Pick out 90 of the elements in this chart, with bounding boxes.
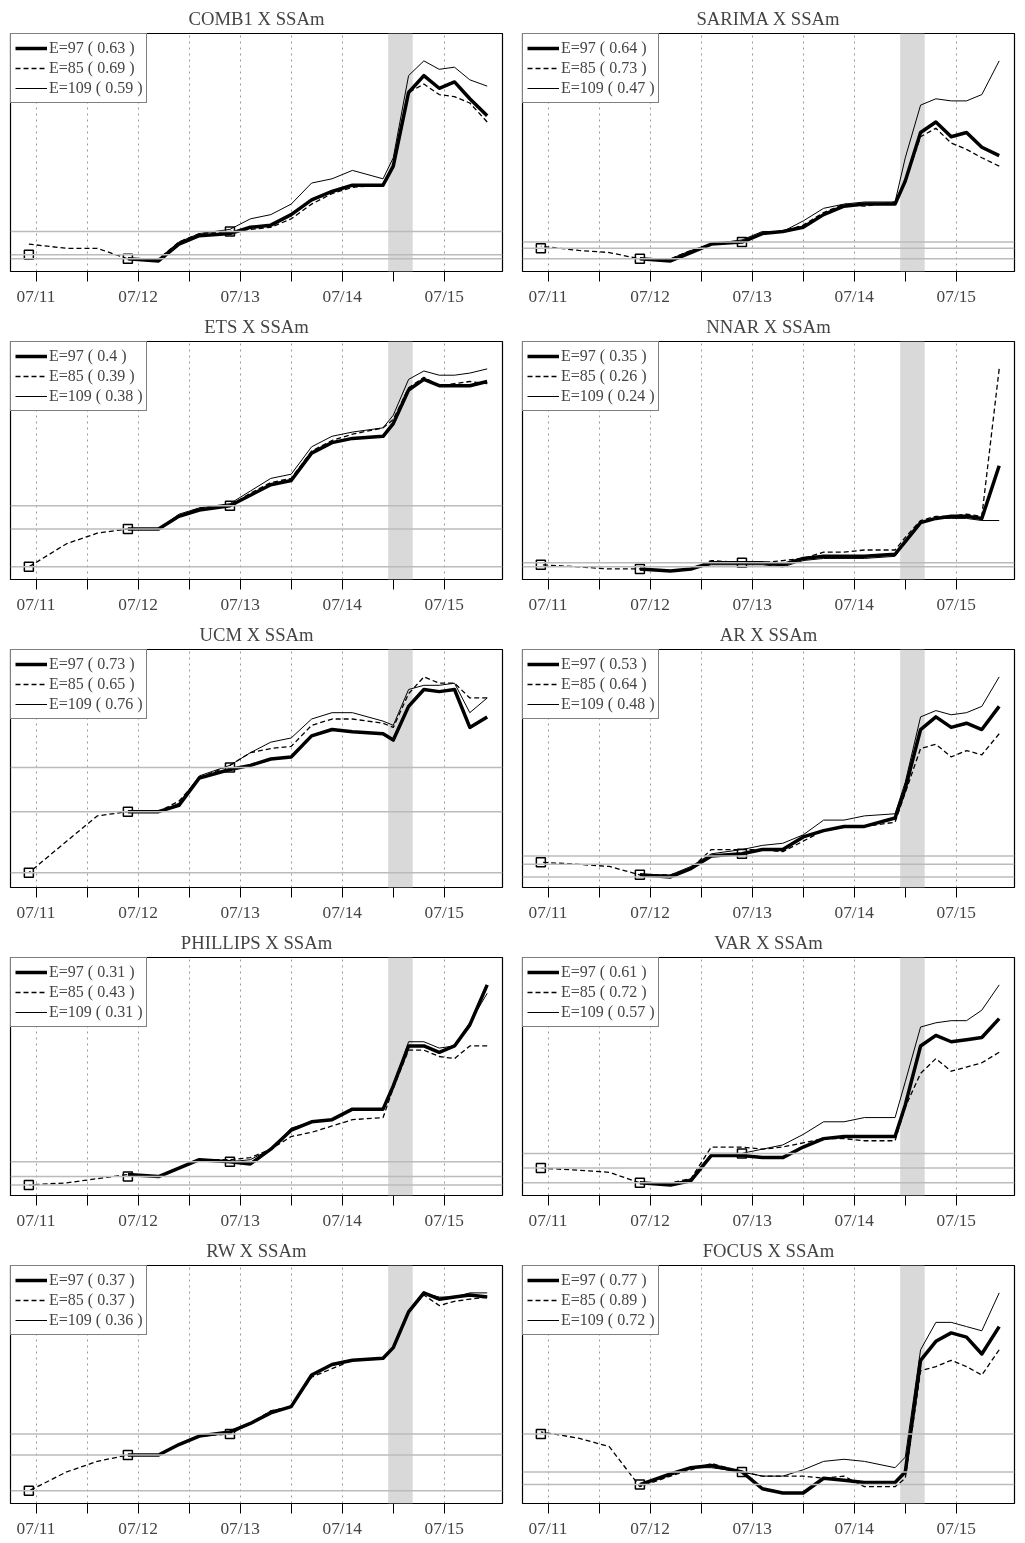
legend-label: E=109 ( 0.48 ) (561, 695, 655, 713)
x-tick-label: 07/14 (322, 286, 363, 306)
x-tick-label: 07/13 (220, 1518, 260, 1538)
x-tick-label: 07/14 (322, 594, 363, 614)
legend-label: E=109 ( 0.72 ) (561, 1311, 655, 1329)
chart-title: PHILLIPS X SSAm (180, 931, 333, 953)
x-tick-label: 07/11 (528, 902, 568, 922)
legend-label: E=97 ( 0.31 ) (49, 963, 135, 981)
x-tick-label: 07/11 (16, 1210, 56, 1230)
chart-title: UCM X SSAm (199, 623, 315, 645)
legend-label: E=109 ( 0.57 ) (561, 1003, 655, 1021)
x-tick-label: 07/13 (732, 594, 772, 614)
x-tick-label: 07/11 (16, 594, 56, 614)
legend-label: E=85 ( 0.37 ) (49, 1291, 135, 1309)
legend-label: E=85 ( 0.64 ) (561, 675, 647, 693)
x-tick-label: 07/12 (630, 902, 670, 922)
x-tick-label: 07/14 (322, 1210, 363, 1230)
chart-title: RW X SSAm (206, 1239, 307, 1261)
x-tick-label: 07/12 (630, 594, 670, 614)
chart-title: NNAR X SSAm (706, 315, 832, 337)
legend-label: E=85 ( 0.43 ) (49, 983, 135, 1001)
legend-label: E=85 ( 0.26 ) (561, 367, 647, 385)
x-tick-label: 07/14 (322, 1518, 363, 1538)
x-tick-label: 07/14 (834, 594, 875, 614)
x-tick-label: 07/12 (630, 286, 670, 306)
legend-label: E=97 ( 0.4 ) (49, 347, 127, 365)
chart-title: SARIMA X SSAm (696, 7, 841, 29)
x-tick-label: 07/14 (322, 902, 363, 922)
legend-label: E=85 ( 0.65 ) (49, 675, 135, 693)
x-tick-label: 07/11 (528, 1210, 568, 1230)
x-tick-label: 07/15 (936, 594, 977, 614)
x-tick-label: 07/13 (220, 1210, 260, 1230)
legend-label: E=109 ( 0.76 ) (49, 695, 143, 713)
x-tick-label: 07/12 (118, 286, 158, 306)
x-tick-label: 07/13 (220, 594, 260, 614)
x-tick-label: 07/13 (732, 1518, 772, 1538)
x-tick-label: 07/12 (118, 1518, 158, 1538)
legend-label: E=97 ( 0.53 ) (561, 655, 647, 673)
x-tick-label: 07/12 (630, 1210, 670, 1230)
x-tick-label: 07/15 (424, 902, 465, 922)
chart-title: ETS X SSAm (204, 315, 310, 337)
legend-label: E=97 ( 0.61 ) (561, 963, 647, 981)
legend-label: E=97 ( 0.64 ) (561, 39, 647, 57)
x-tick-label: 07/12 (118, 594, 158, 614)
x-tick-label: 07/14 (834, 1518, 875, 1538)
legend-label: E=109 ( 0.24 ) (561, 387, 655, 405)
legend-label: E=97 ( 0.35 ) (561, 347, 647, 365)
x-tick-label: 07/14 (834, 1210, 875, 1230)
x-tick-label: 07/15 (424, 1210, 465, 1230)
legend-label: E=85 ( 0.89 ) (561, 1291, 647, 1309)
legend-label: E=97 ( 0.37 ) (49, 1271, 135, 1289)
x-tick-label: 07/15 (424, 286, 465, 306)
legend-label: E=109 ( 0.59 ) (49, 79, 143, 97)
legend-label: E=109 ( 0.31 ) (49, 1003, 143, 1021)
legend-label: E=109 ( 0.47 ) (561, 79, 655, 97)
legend-label: E=109 ( 0.38 ) (49, 387, 143, 405)
x-tick-label: 07/15 (936, 1210, 977, 1230)
legend-label: E=97 ( 0.73 ) (49, 655, 135, 673)
x-tick-label: 07/11 (528, 286, 568, 306)
legend-label: E=85 ( 0.39 ) (49, 367, 135, 385)
chart-title: AR X SSAm (719, 623, 818, 645)
chart-title: VAR X SSAm (714, 931, 824, 953)
legend-label: E=109 ( 0.36 ) (49, 1311, 143, 1329)
legend-label: E=85 ( 0.69 ) (49, 59, 135, 77)
legend-label: E=85 ( 0.73 ) (561, 59, 647, 77)
x-tick-label: 07/15 (424, 594, 465, 614)
legend-label: E=85 ( 0.72 ) (561, 983, 647, 1001)
x-tick-label: 07/12 (118, 902, 158, 922)
x-tick-label: 07/15 (936, 1518, 977, 1538)
x-tick-label: 07/12 (630, 1518, 670, 1538)
x-tick-label: 07/11 (528, 1518, 568, 1538)
x-tick-label: 07/13 (732, 286, 772, 306)
x-tick-label: 07/13 (220, 286, 260, 306)
x-tick-label: 07/15 (936, 286, 977, 306)
x-tick-label: 07/14 (834, 902, 875, 922)
x-tick-label: 07/13 (732, 902, 772, 922)
x-tick-label: 07/11 (16, 286, 56, 306)
x-tick-label: 07/11 (16, 1518, 56, 1538)
x-tick-label: 07/15 (936, 902, 977, 922)
x-tick-label: 07/12 (118, 1210, 158, 1230)
chart-title: FOCUS X SSAm (702, 1239, 835, 1261)
x-tick-label: 07/11 (528, 594, 568, 614)
x-tick-label: 07/11 (16, 902, 56, 922)
chart-title: COMB1 X SSAm (188, 7, 325, 29)
x-tick-label: 07/15 (424, 1518, 465, 1538)
legend-label: E=97 ( 0.77 ) (561, 1271, 647, 1289)
x-tick-label: 07/14 (834, 286, 875, 306)
legend-label: E=97 ( 0.63 ) (49, 39, 135, 57)
x-tick-label: 07/13 (732, 1210, 772, 1230)
x-tick-label: 07/13 (220, 902, 260, 922)
